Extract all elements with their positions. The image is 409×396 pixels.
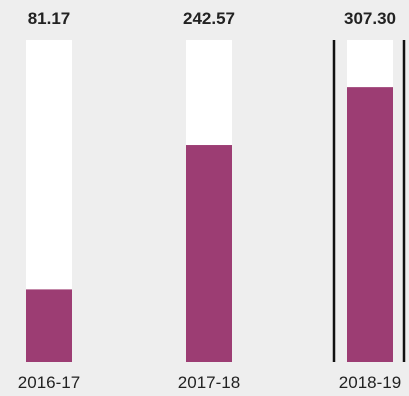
bar-2016-17[interactable] bbox=[26, 289, 72, 362]
value-label-2017-18: 242.57 bbox=[183, 9, 235, 28]
value-label-2016-17: 81.17 bbox=[28, 9, 71, 28]
category-label-2018-19: 2018-19 bbox=[339, 373, 401, 392]
bars-group bbox=[26, 40, 406, 363]
labels-group: 81.17 2016-17 242.57 2017-18 307.30 2018-19 bbox=[18, 9, 401, 392]
bar-2017-18[interactable] bbox=[186, 145, 232, 362]
category-label-2016-17: 2016-17 bbox=[18, 373, 80, 392]
bar-2018-19[interactable] bbox=[347, 87, 393, 363]
value-label-2018-19: 307.30 bbox=[344, 9, 396, 28]
category-label-2017-18: 2017-18 bbox=[178, 373, 240, 392]
